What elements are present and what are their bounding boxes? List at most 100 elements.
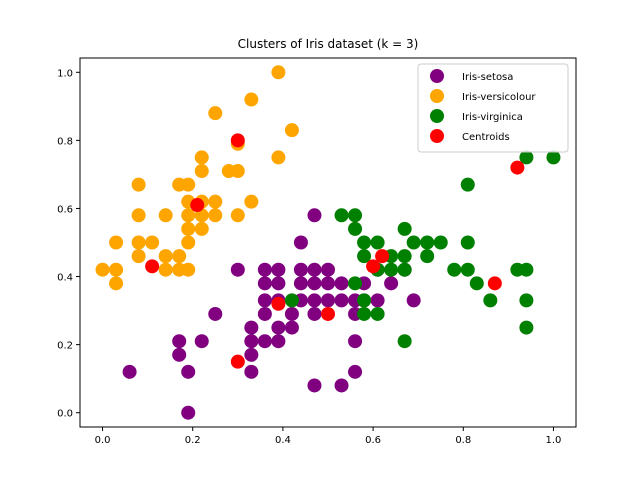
iris-setosa-point <box>271 262 286 277</box>
iris-setosa-point <box>334 378 349 393</box>
centroids-point <box>145 259 160 274</box>
y-tick-label: 0.2 <box>57 341 73 352</box>
iris-setosa-point <box>230 262 245 277</box>
iris-versicolour-point <box>208 208 223 223</box>
iris-versicolour-point <box>194 150 209 165</box>
iris-versicolour-point <box>109 276 124 291</box>
iris-versicolour-point <box>230 164 245 179</box>
iris-virginica-point <box>397 221 412 236</box>
iris-setosa-point <box>307 293 322 308</box>
chart-title: Clusters of Iris dataset (k = 3) <box>238 37 419 51</box>
x-tick-label: 0.6 <box>365 435 381 446</box>
iris-setosa-point <box>257 334 272 349</box>
iris-virginica-point <box>519 293 534 308</box>
iris-setosa-point <box>384 276 399 291</box>
iris-versicolour-point <box>109 262 124 277</box>
iris-virginica-point <box>334 208 349 223</box>
iris-setosa-point <box>271 334 286 349</box>
iris-setosa-point <box>307 276 322 291</box>
legend-label-iris-virginica: Iris-virginica <box>462 112 523 123</box>
y-tick-label: 0.6 <box>57 204 73 215</box>
iris-setosa-point <box>321 293 335 308</box>
iris-setosa-point <box>348 334 363 349</box>
iris-virginica-point <box>397 249 412 264</box>
centroids-point <box>321 306 335 321</box>
iris-versicolour-point <box>208 106 223 121</box>
ticks-layer: 0.0 0.2 0.4 0.6 0.8 1.0 0.0 0.2 0.4 0.6 0.8 1.0 <box>57 68 561 446</box>
iris-versicolour-point <box>284 123 299 138</box>
iris-setosa-point <box>257 262 272 277</box>
iris-virginica-point <box>348 276 363 291</box>
iris-setosa-point <box>271 276 286 291</box>
iris-versicolour-point <box>131 235 146 250</box>
iris-setosa-point <box>244 334 259 349</box>
iris-setosa-point <box>321 276 335 291</box>
iris-virginica-point <box>384 262 399 277</box>
y-tick-label: 0.8 <box>57 136 73 147</box>
iris-versicolour-point <box>181 221 196 236</box>
iris-setosa-point <box>257 276 272 291</box>
y-tick-label: 0.4 <box>57 273 73 284</box>
iris-setosa-point <box>244 320 259 335</box>
iris-virginica-point <box>420 235 435 250</box>
iris-virginica-point <box>460 262 475 277</box>
iris-versicolour-point <box>230 208 245 223</box>
iris-setosa-point <box>194 334 209 349</box>
iris-setosa-point <box>284 320 299 335</box>
iris-virginica-point <box>460 177 475 192</box>
iris-versicolour-point <box>244 92 259 107</box>
x-tick-label: 0.0 <box>95 435 111 446</box>
iris-versicolour-point <box>194 221 209 236</box>
iris-virginica-point <box>348 221 363 236</box>
iris-virginica-point <box>460 235 475 250</box>
iris-setosa-point <box>348 364 363 379</box>
iris-versicolour-point <box>158 208 173 223</box>
iris-virginica-point <box>357 306 372 321</box>
iris-setosa-point <box>181 364 196 379</box>
centroids-point <box>487 276 502 291</box>
legend-box <box>417 63 569 153</box>
iris-versicolour-point <box>271 65 286 80</box>
iris-virginica-point <box>370 235 385 250</box>
legend-marker-iris-virginica <box>430 109 444 123</box>
iris-versicolour-point <box>131 249 146 264</box>
iris-setosa-point <box>334 293 349 308</box>
iris-versicolour-point <box>145 235 160 250</box>
iris-virginica-point <box>546 150 561 165</box>
centroids-point <box>190 198 205 213</box>
iris-virginica-point <box>420 249 435 264</box>
plot-frame <box>79 57 577 428</box>
iris-setosa-point <box>406 293 421 308</box>
legend-marker-iris-versicolour <box>430 89 444 103</box>
legend-marker-centroids <box>430 129 444 143</box>
iris-setosa-point <box>172 347 187 362</box>
legend-marker-iris-setosa <box>430 69 444 83</box>
iris-virginica-point <box>433 235 448 250</box>
iris-versicolour-point <box>244 194 259 209</box>
iris-setosa-point <box>293 276 308 291</box>
centroids-point <box>271 296 286 311</box>
iris-virginica-point <box>357 249 372 264</box>
iris-setosa-point <box>271 320 286 335</box>
iris-setosa-point <box>244 364 259 379</box>
iris-versicolour-point <box>181 177 196 192</box>
iris-setosa-point <box>257 306 272 321</box>
iris-versicolour-point <box>158 262 173 277</box>
iris-versicolour-point <box>109 235 124 250</box>
iris-setosa-point <box>208 306 223 321</box>
iris-setosa-point <box>181 405 196 420</box>
iris-virginica-point <box>370 306 385 321</box>
iris-virginica-point <box>519 320 534 335</box>
iris-versicolour-point <box>131 208 146 223</box>
centroids-point <box>230 133 245 148</box>
iris-virginica-point <box>483 293 498 308</box>
iris-setosa-point <box>307 262 322 277</box>
iris-virginica-point <box>348 208 363 223</box>
iris-versicolour-point <box>208 194 223 209</box>
iris-versicolour-point <box>95 262 110 277</box>
points-layer <box>95 65 561 420</box>
legend-label-centroids: Centroids <box>462 132 510 143</box>
centroids-point <box>375 249 390 264</box>
iris-setosa-point <box>334 276 349 291</box>
